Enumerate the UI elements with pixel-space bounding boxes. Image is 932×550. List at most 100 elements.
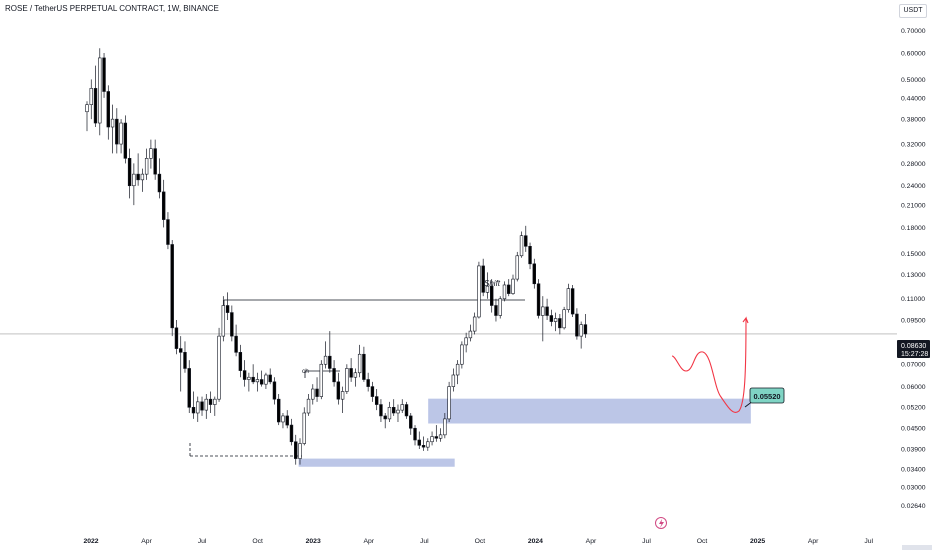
candle-body [404, 404, 409, 417]
candle-body [93, 88, 98, 124]
candle-body [430, 436, 434, 443]
candle-body [221, 305, 226, 337]
candle-body [477, 265, 481, 318]
candle-body [191, 407, 196, 414]
time-axis: 2022 Apr Jul Oct 2023 Apr Jul Oct 2024 Apr Jul Oct 2… [83, 538, 873, 545]
target-label: 0.05520 [744, 387, 785, 408]
candle-body [332, 368, 336, 383]
candle-body [123, 122, 128, 159]
candle-body [409, 415, 413, 429]
candle-body [225, 305, 230, 313]
candle-body [532, 263, 537, 285]
candle-body [110, 118, 115, 128]
candle-body [127, 158, 132, 187]
demand-zone[interactable] [428, 398, 751, 424]
y-tick-label: 0.07000 [901, 362, 926, 369]
candle-body [349, 368, 353, 378]
candle-body [519, 235, 524, 257]
candle-body [119, 122, 123, 145]
candle-body [570, 288, 575, 315]
candle-body [213, 398, 217, 405]
candle-body [558, 318, 562, 329]
candle-body [247, 376, 251, 380]
y-tick-label: 0.09500 [901, 317, 926, 324]
lightning-icon[interactable] [655, 517, 667, 529]
candle-body [383, 415, 387, 420]
y-tick-label: 0.06000 [901, 384, 926, 391]
y-tick-label: 0.05200 [901, 405, 926, 412]
x-tick-label: Oct [475, 538, 486, 545]
y-tick-label: 0.13000 [901, 272, 926, 279]
x-tick-label: Oct [252, 538, 263, 545]
y-tick-label: 0.03400 [901, 466, 926, 473]
currency-button[interactable]: USDT [899, 4, 927, 18]
candle-body [149, 148, 153, 159]
candle-body [460, 344, 464, 365]
candle-body [136, 173, 140, 181]
x-tick-label: 2023 [306, 538, 321, 545]
shift-label: Shift [484, 279, 501, 288]
candle-body [328, 355, 332, 369]
x-tick-label: Jul [420, 538, 429, 545]
last-price-value: 0.08630 [901, 343, 926, 350]
y-tick-label: 0.04500 [901, 426, 926, 433]
candle-body [489, 285, 494, 306]
candle-body [494, 305, 498, 316]
candle-body [336, 381, 341, 400]
bottom-scroll-handle[interactable] [902, 545, 932, 550]
candle-body [511, 278, 515, 294]
candle-body [204, 398, 208, 411]
x-tick-label: Apr [363, 538, 374, 545]
candle-body [374, 396, 379, 405]
candle-body [502, 284, 507, 300]
candle-body [174, 327, 179, 349]
candle-body [157, 173, 162, 193]
y-tick-label: 0.50000 [901, 77, 926, 84]
candle-body [255, 379, 260, 383]
x-tick-label: Apr [141, 538, 152, 545]
candle-body [153, 148, 157, 175]
demand-zone[interactable] [298, 458, 455, 467]
countdown-value: 15:27:28 [901, 351, 928, 358]
y-tick-label: 0.24000 [901, 183, 926, 190]
candle-body [230, 312, 234, 337]
candle-body [183, 352, 187, 369]
candle-body [370, 386, 375, 397]
x-tick-label: 2024 [528, 538, 543, 545]
candle-body [85, 104, 89, 113]
candle-body [272, 381, 277, 400]
candles [85, 48, 588, 465]
y-tick-label: 0.11000 [901, 296, 925, 303]
y-tick-label: 0.02640 [901, 503, 926, 510]
candle-body [575, 313, 579, 337]
candle-body [323, 355, 328, 365]
candle-body [507, 284, 511, 294]
candle-body [144, 158, 149, 175]
candle-body [115, 118, 119, 145]
candle-body [400, 404, 404, 411]
candle-body [132, 173, 136, 187]
y-tick-label: 0.28000 [901, 161, 926, 168]
candle-body [485, 285, 490, 293]
candle-body [315, 388, 319, 397]
candle-body [553, 318, 558, 322]
candle-body [566, 288, 571, 311]
ch-label: ch [302, 368, 309, 375]
candle-body [89, 88, 93, 105]
candle-body [417, 439, 421, 446]
candle-body [319, 363, 323, 397]
candle-body [536, 283, 541, 316]
candle-body [498, 298, 502, 316]
candle-body [294, 441, 298, 459]
y-tick-label: 0.18000 [901, 225, 926, 232]
candle-body [464, 337, 468, 346]
x-tick-label: Oct [697, 538, 708, 545]
candle-body [179, 348, 183, 353]
candle-body [447, 386, 451, 420]
y-tick-label: 0.03900 [901, 446, 926, 453]
candle-body [472, 316, 477, 332]
candle-body [345, 368, 349, 392]
y-tick-label: 0.15000 [901, 251, 926, 258]
candle-body [140, 173, 145, 181]
